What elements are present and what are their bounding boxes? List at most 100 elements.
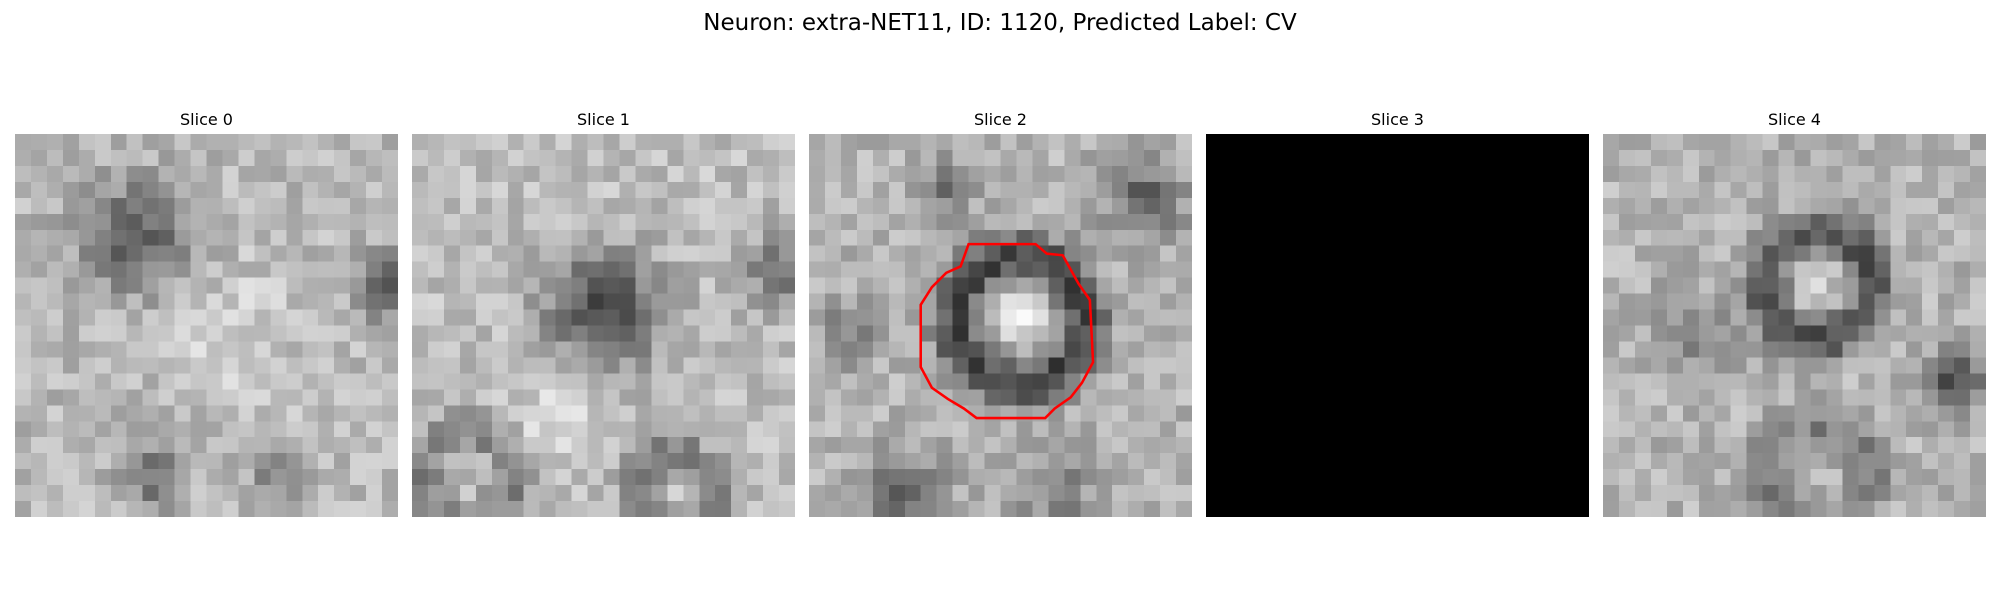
pixel bbox=[142, 293, 159, 310]
pixel bbox=[1746, 245, 1763, 262]
pixel bbox=[683, 437, 700, 454]
pixel bbox=[715, 373, 732, 390]
pixel bbox=[1730, 485, 1747, 502]
pixel bbox=[952, 437, 969, 454]
pixel bbox=[62, 421, 80, 438]
pixel bbox=[1603, 357, 1620, 374]
pixel bbox=[1064, 245, 1081, 262]
pixel bbox=[1618, 501, 1636, 517]
pixel bbox=[1650, 373, 1668, 390]
pixel bbox=[1618, 421, 1636, 438]
pixel bbox=[1176, 261, 1192, 278]
pixel bbox=[539, 277, 556, 294]
pixel bbox=[1032, 357, 1049, 374]
pixel bbox=[94, 149, 112, 167]
pixel bbox=[715, 389, 732, 406]
pixel bbox=[1064, 229, 1081, 247]
pixel bbox=[1714, 245, 1731, 262]
pixel bbox=[635, 245, 652, 262]
pixel bbox=[412, 469, 429, 486]
pixel bbox=[94, 469, 112, 486]
pixel bbox=[1842, 469, 1859, 486]
pixel bbox=[158, 373, 175, 390]
pixel bbox=[443, 277, 461, 294]
pixel bbox=[350, 341, 367, 358]
pixel bbox=[62, 229, 80, 247]
pixel bbox=[1160, 421, 1177, 438]
pixel bbox=[747, 213, 764, 231]
pixel bbox=[779, 373, 795, 390]
pixel bbox=[1698, 469, 1716, 486]
pixel bbox=[1874, 405, 1891, 422]
pixel bbox=[318, 341, 335, 358]
pixel bbox=[78, 389, 96, 406]
pixel bbox=[1666, 309, 1684, 326]
pixel bbox=[824, 149, 842, 167]
pixel bbox=[126, 197, 143, 215]
pixel bbox=[366, 293, 383, 310]
pixel bbox=[1048, 293, 1065, 310]
pixel bbox=[1954, 229, 1971, 247]
pixel bbox=[952, 389, 969, 406]
pixel bbox=[1890, 501, 1907, 517]
pixel bbox=[254, 405, 271, 422]
pixel bbox=[1032, 341, 1049, 358]
pixel bbox=[523, 421, 540, 438]
pixel bbox=[46, 293, 64, 310]
pixel bbox=[318, 437, 335, 454]
pixel bbox=[1938, 197, 1955, 215]
pixel bbox=[1603, 485, 1620, 502]
pixel bbox=[1698, 421, 1716, 438]
pixel bbox=[1826, 213, 1843, 231]
pixel bbox=[1016, 277, 1033, 294]
pixel bbox=[619, 357, 636, 374]
pixel bbox=[158, 261, 175, 278]
pixel bbox=[1650, 181, 1668, 199]
pixel bbox=[427, 325, 445, 342]
pixel bbox=[635, 501, 652, 517]
pixel bbox=[1682, 293, 1700, 310]
pixel bbox=[555, 421, 572, 438]
pixel bbox=[619, 149, 636, 167]
pixel bbox=[1810, 213, 1827, 231]
pixel bbox=[523, 229, 540, 247]
pixel bbox=[587, 501, 604, 517]
pixel bbox=[62, 197, 80, 215]
pixel bbox=[1603, 149, 1620, 167]
pixel bbox=[1128, 437, 1145, 454]
pixel bbox=[459, 357, 477, 374]
pixel bbox=[763, 485, 780, 502]
pixel bbox=[1826, 229, 1843, 247]
pixel bbox=[1810, 469, 1827, 486]
pixel bbox=[603, 277, 620, 294]
pixel bbox=[699, 261, 716, 278]
pixel bbox=[1762, 453, 1779, 470]
pixel bbox=[110, 357, 128, 374]
pixel bbox=[334, 165, 351, 183]
pixel bbox=[1778, 485, 1795, 502]
pixel bbox=[809, 134, 826, 151]
pixel bbox=[1048, 437, 1065, 454]
pixel bbox=[302, 437, 319, 454]
pixel bbox=[1890, 149, 1907, 167]
pixel bbox=[1603, 181, 1620, 199]
pixel bbox=[30, 261, 48, 278]
pixel bbox=[222, 389, 239, 406]
pixel bbox=[888, 341, 906, 358]
pixel bbox=[15, 421, 32, 438]
pixel bbox=[1794, 261, 1811, 278]
pixel bbox=[350, 134, 367, 151]
pixel bbox=[1144, 213, 1161, 231]
pixel bbox=[1954, 501, 1971, 517]
pixel bbox=[1730, 165, 1747, 183]
pixel bbox=[491, 341, 509, 358]
pixel bbox=[1634, 341, 1652, 358]
pixel bbox=[238, 213, 255, 231]
pixel bbox=[1682, 389, 1700, 406]
pixel bbox=[412, 453, 429, 470]
pixel bbox=[936, 437, 953, 454]
pixel bbox=[94, 181, 112, 199]
pixel bbox=[382, 325, 398, 342]
pixel bbox=[190, 213, 207, 231]
pixel bbox=[507, 261, 525, 278]
